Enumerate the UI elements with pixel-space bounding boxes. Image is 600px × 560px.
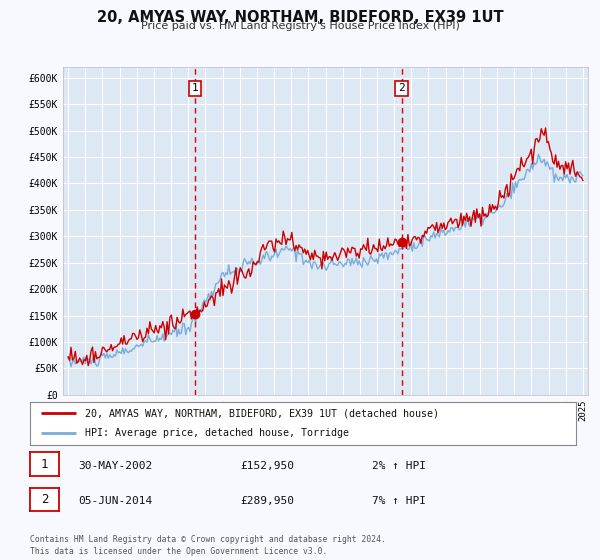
Text: £289,950: £289,950 <box>240 496 294 506</box>
Text: 2: 2 <box>41 493 48 506</box>
Text: 1: 1 <box>192 83 199 94</box>
Text: HPI: Average price, detached house, Torridge: HPI: Average price, detached house, Torr… <box>85 428 349 438</box>
Text: 05-JUN-2014: 05-JUN-2014 <box>78 496 152 506</box>
Text: 1: 1 <box>41 458 48 471</box>
Text: 20, AMYAS WAY, NORTHAM, BIDEFORD, EX39 1UT: 20, AMYAS WAY, NORTHAM, BIDEFORD, EX39 1… <box>97 10 503 25</box>
Text: 7% ↑ HPI: 7% ↑ HPI <box>372 496 426 506</box>
Text: This data is licensed under the Open Government Licence v3.0.: This data is licensed under the Open Gov… <box>30 547 328 556</box>
Text: 20, AMYAS WAY, NORTHAM, BIDEFORD, EX39 1UT (detached house): 20, AMYAS WAY, NORTHAM, BIDEFORD, EX39 1… <box>85 408 439 418</box>
Text: £152,950: £152,950 <box>240 461 294 471</box>
Text: 2: 2 <box>398 83 405 94</box>
Text: 30-MAY-2002: 30-MAY-2002 <box>78 461 152 471</box>
Text: Price paid vs. HM Land Registry's House Price Index (HPI): Price paid vs. HM Land Registry's House … <box>140 21 460 31</box>
Text: 2% ↑ HPI: 2% ↑ HPI <box>372 461 426 471</box>
Text: Contains HM Land Registry data © Crown copyright and database right 2024.: Contains HM Land Registry data © Crown c… <box>30 535 386 544</box>
